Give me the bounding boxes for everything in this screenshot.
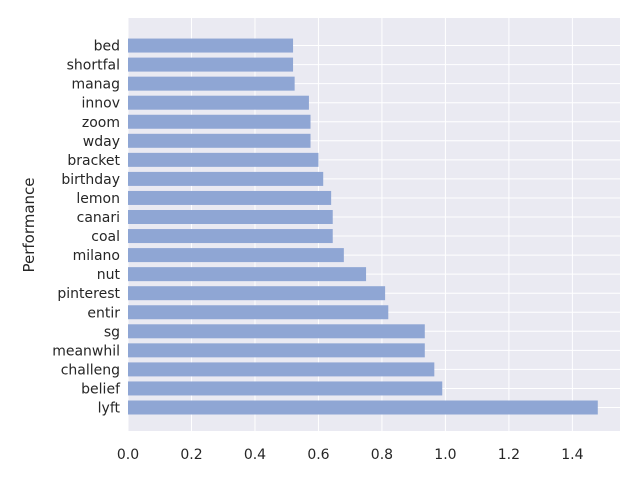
bar-meanwhil (128, 343, 425, 358)
y-tick-label: milano (73, 248, 120, 264)
bar-nut (128, 267, 367, 282)
y-tick-label: belief (81, 381, 121, 397)
y-tick-label: lyft (98, 401, 121, 417)
y-tick-label: sg (104, 324, 120, 340)
x-tick-label: 0.6 (307, 447, 329, 463)
y-axis-label: Performance (20, 177, 38, 272)
x-tick-label: 0.8 (371, 447, 393, 463)
y-tick-label: birthday (61, 172, 120, 188)
bar-wday (128, 133, 311, 148)
y-tick-label: meanwhil (52, 343, 120, 359)
bar-canari (128, 210, 333, 224)
y-tick-label: bed (94, 39, 120, 55)
bar-bed (128, 38, 294, 53)
bar-coal (128, 229, 333, 244)
bar-milano (128, 248, 344, 263)
bar-belief (128, 381, 443, 396)
bar-challeng (128, 362, 435, 377)
bars (128, 38, 598, 415)
bar-birthday (128, 171, 324, 186)
bar-innov (128, 95, 309, 110)
bar-bracket (128, 152, 319, 167)
y-tick-label: bracket (67, 153, 120, 169)
x-tick-label: 1.0 (434, 447, 456, 463)
x-tick-label: 0.2 (180, 447, 202, 463)
y-tick-label: zoom (82, 115, 120, 131)
bar-shortfal (128, 57, 294, 72)
y-tick-label: lemon (76, 191, 120, 207)
y-tick-labels: lyft belief challeng meanwhil sg entir pintere… (52, 39, 121, 417)
x-tick-label: 1.4 (561, 447, 583, 463)
bar-manag (128, 76, 295, 91)
bar-sg (128, 324, 425, 339)
x-tick-label: 0.0 (117, 447, 139, 463)
x-tick-label: 1.2 (498, 447, 520, 463)
bar-pinterest (128, 286, 386, 301)
x-tick-labels: 0.0 0.2 0.4 0.6 0.8 1.0 1.2 1.4 (117, 447, 584, 463)
y-tick-label: wday (83, 134, 120, 150)
y-tick-label: innov (82, 96, 121, 112)
bar-entir (128, 305, 389, 320)
y-tick-label: shortfal (67, 58, 120, 74)
y-tick-label: canari (77, 210, 120, 226)
y-tick-label: pinterest (57, 286, 120, 302)
bar-zoom (128, 114, 311, 129)
y-tick-label: entir (87, 305, 120, 321)
y-tick-label: manag (71, 77, 120, 93)
bar-lemon (128, 190, 332, 205)
x-tick-label: 0.4 (244, 447, 266, 463)
y-tick-label: challeng (61, 362, 120, 378)
bar-lyft (128, 400, 598, 415)
y-tick-label: nut (97, 267, 121, 283)
y-tick-label: coal (91, 229, 120, 245)
